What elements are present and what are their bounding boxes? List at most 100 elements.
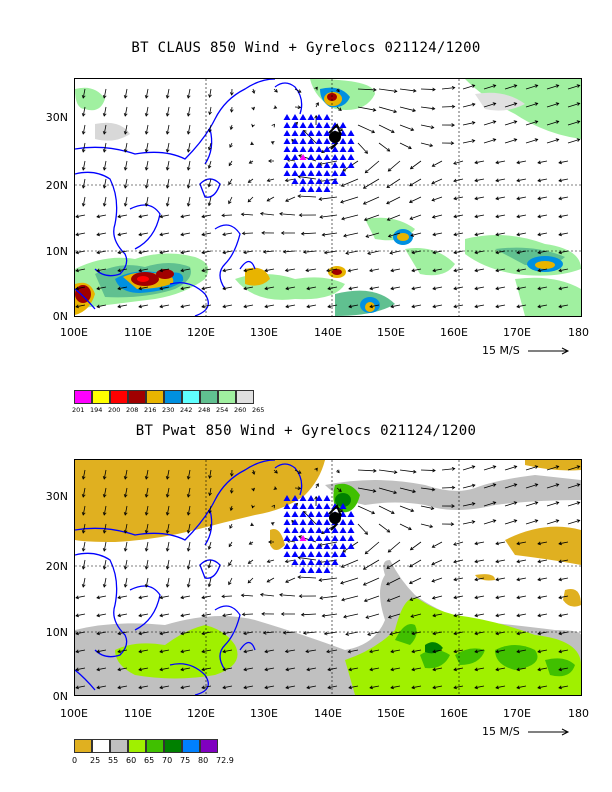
gyre-triangle-icon: [323, 559, 331, 565]
wind-arrow-icon: [208, 178, 212, 187]
storm-center-icon: [329, 131, 341, 143]
wind-arrowhead-icon: [453, 268, 457, 273]
wind-arrowhead-icon: [387, 234, 392, 238]
claus-color-legend: [74, 390, 254, 404]
wind-arrow-icon: [343, 613, 359, 618]
wind-arrow-icon: [82, 142, 86, 153]
wind-arrowhead-icon: [123, 113, 128, 117]
wind-arrowhead-icon: [340, 183, 345, 187]
gyre-triangle-icon: [307, 114, 315, 120]
wind-arrow-icon: [138, 613, 149, 617]
wind-arrowhead-icon: [453, 286, 457, 291]
wind-arrowhead-icon: [555, 519, 560, 523]
wind-arrowhead-icon: [453, 214, 457, 219]
wind-arrow-icon: [462, 140, 475, 144]
wind-arrow-icon: [495, 595, 506, 599]
wind-arrow-icon: [516, 649, 527, 653]
wind-arrow-icon: [209, 88, 212, 98]
wind-arrowhead-icon: [81, 185, 86, 189]
gyre-triangle-icon: [323, 519, 331, 525]
gyre-triangle-icon: [315, 535, 323, 541]
wind-arrowhead-icon: [386, 200, 390, 205]
wind-arrow-icon: [546, 502, 559, 507]
wind-arrow-icon: [378, 124, 395, 133]
wind-arrow-icon: [567, 103, 580, 108]
wind-arrowhead-icon: [268, 159, 272, 163]
gyre-triangle-icon: [299, 495, 307, 501]
wind-arrow-icon: [386, 178, 401, 188]
wind-arrowhead-icon: [186, 530, 191, 534]
wind-arrowhead-icon: [279, 212, 283, 216]
wind-arrow-icon: [558, 178, 569, 182]
wind-arrowhead-icon: [495, 250, 499, 255]
wind-arrowhead-icon: [409, 597, 414, 601]
wind-arrowhead-icon: [241, 231, 246, 236]
wind-arrowhead-icon: [390, 286, 394, 291]
wind-arrowhead-icon: [431, 561, 436, 566]
wind-arrowhead-icon: [102, 476, 107, 480]
wind-arrowhead-icon: [409, 216, 414, 220]
wind-arrowhead-icon: [430, 125, 435, 130]
wind-arrow-icon: [145, 124, 149, 135]
wind-arrowhead-icon: [537, 304, 541, 309]
wind-arrowhead-icon: [513, 138, 518, 142]
wind-arrow-icon: [537, 232, 548, 236]
wind-arrow-icon: [516, 595, 527, 599]
wind-arrowhead-icon: [102, 185, 107, 189]
wind-arrow-icon: [558, 667, 569, 671]
wind-arrow-icon: [315, 102, 319, 108]
wind-arrowhead-icon: [516, 178, 520, 183]
wind-arrowhead-icon: [81, 476, 86, 480]
gyre-triangle-icon: [307, 154, 315, 160]
wind-arrowhead-icon: [319, 596, 323, 600]
wind-arrowhead-icon: [291, 138, 295, 143]
claus-legend-label: 260: [234, 406, 247, 414]
wind-arrowhead-icon: [247, 560, 252, 564]
wind-arrowhead-icon: [222, 250, 226, 255]
wind-arrowhead-icon: [247, 579, 252, 584]
gyre-triangle-icon: [291, 114, 299, 120]
wind-arrow-icon: [180, 631, 191, 635]
wind-arrowhead-icon: [298, 535, 302, 539]
wind-arrowhead-icon: [144, 494, 149, 498]
gyre-triangle-icon: [299, 535, 307, 541]
wind-arrow-icon: [567, 502, 580, 507]
wind-arrow-icon: [266, 577, 275, 583]
wind-arrowhead-icon: [432, 685, 436, 690]
wind-arrowhead-icon: [75, 685, 79, 690]
wind-arrowhead-icon: [144, 113, 149, 117]
wind-arrowhead-icon: [558, 196, 562, 201]
wind-arrow-icon: [537, 268, 548, 272]
wind-arrow-icon: [432, 667, 443, 671]
wind-arrow-icon: [124, 541, 128, 552]
wind-arrowhead-icon: [207, 146, 212, 151]
gyre-triangle-icon: [323, 122, 331, 128]
wind-arrowhead-icon: [144, 185, 149, 189]
wind-arrow-icon: [558, 160, 569, 164]
gyre-triangle-icon: [307, 178, 315, 184]
wind-arrow-icon: [495, 685, 506, 689]
wind-arrowhead-icon: [302, 250, 307, 254]
wind-arrow-icon: [208, 523, 212, 531]
claus-legend-swatch: [164, 390, 182, 404]
wind-arrowhead-icon: [558, 541, 562, 546]
wind-arrowhead-icon: [516, 577, 520, 582]
claus-legend-swatch: [110, 390, 128, 404]
claus-legend-label: 248: [198, 406, 211, 414]
wind-arrow-icon: [166, 577, 170, 588]
wind-arrowhead-icon: [410, 127, 415, 132]
wind-arrowhead-icon: [144, 149, 149, 153]
wind-arrowhead-icon: [537, 268, 541, 273]
wind-arrowhead-icon: [558, 559, 562, 564]
gyre-locations-bottom: [283, 495, 355, 573]
wind-arrowhead-icon: [274, 470, 278, 474]
wind-arrowhead-icon: [186, 167, 191, 171]
wind-arrow-icon: [546, 139, 559, 144]
wind-arrow-icon: [264, 286, 275, 290]
wind-arrow-icon: [145, 160, 149, 171]
wind-arrowhead-icon: [180, 667, 184, 672]
gyre-triangle-icon: [331, 170, 339, 176]
wind-arrowhead-icon: [367, 632, 371, 636]
wind-arrowhead-icon: [75, 214, 79, 219]
pwat-legend-label: 60: [126, 756, 137, 765]
